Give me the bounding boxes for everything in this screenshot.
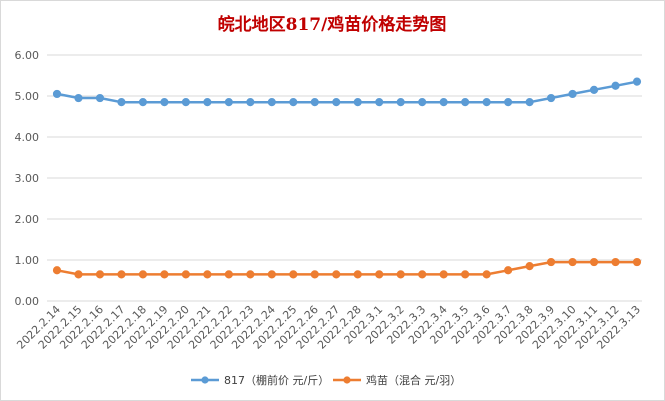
data-point xyxy=(332,270,341,279)
y-tick-label: 5.00 xyxy=(15,90,40,103)
data-point xyxy=(482,270,491,279)
data-point xyxy=(375,98,384,107)
series-layer xyxy=(52,77,642,279)
y-tick-label: 2.00 xyxy=(15,213,40,226)
data-point xyxy=(632,77,642,86)
data-point xyxy=(138,270,148,279)
y-tick-label: 4.00 xyxy=(15,131,40,144)
data-point xyxy=(267,98,276,107)
data-point xyxy=(246,98,255,107)
data-point xyxy=(332,98,341,107)
data-point xyxy=(482,98,491,107)
data-point xyxy=(267,270,276,279)
data-point xyxy=(589,85,599,94)
legend-entry: 鸡苗（混合 元/羽） xyxy=(333,373,461,387)
data-point xyxy=(375,270,384,279)
y-tick-label: 3.00 xyxy=(15,172,40,185)
data-point xyxy=(396,270,405,279)
data-point xyxy=(461,270,470,279)
data-point xyxy=(160,98,169,107)
data-point xyxy=(203,98,212,107)
data-point xyxy=(504,98,513,107)
data-point xyxy=(181,98,190,107)
data-point xyxy=(546,257,556,267)
data-point xyxy=(418,98,427,107)
data-point xyxy=(181,270,190,279)
legend-swatch-marker xyxy=(201,376,209,384)
data-point xyxy=(117,270,126,279)
data-point xyxy=(353,270,362,279)
data-point xyxy=(224,98,233,107)
data-point xyxy=(568,89,577,99)
data-point xyxy=(525,262,534,271)
data-point xyxy=(546,93,556,103)
series-line xyxy=(56,260,637,276)
legend: 817（棚前价 元/斤） 鸡苗（混合 元/羽） xyxy=(191,373,461,387)
data-point xyxy=(74,93,83,103)
chart-title: 皖北地区817/鸡苗价格走势图 xyxy=(218,14,447,35)
data-point xyxy=(525,98,534,107)
y-axis-ticks: 0.00 1.00 2.00 3.00 4.00 5.00 6.00 xyxy=(15,49,40,308)
data-point xyxy=(632,257,642,267)
data-point xyxy=(418,270,427,279)
data-point xyxy=(504,266,513,275)
data-point xyxy=(611,81,620,90)
data-point xyxy=(224,270,233,279)
data-point xyxy=(439,98,448,107)
y-tick-label: 0.00 xyxy=(15,295,40,308)
y-tick-label: 1.00 xyxy=(15,254,40,267)
data-point xyxy=(246,270,255,279)
data-point xyxy=(160,270,169,279)
y-tick-label: 6.00 xyxy=(15,49,40,62)
legend-label: 鸡苗（混合 元/羽） xyxy=(366,373,461,387)
legend-swatch-marker xyxy=(343,376,351,384)
series-2 xyxy=(52,257,642,279)
data-point xyxy=(353,98,362,107)
data-point xyxy=(289,270,298,279)
x-axis-ticks: 2022.2.142022.2.152022.2.162022.2.172022… xyxy=(14,303,643,352)
data-point xyxy=(138,98,148,107)
series-1 xyxy=(52,77,642,107)
data-point xyxy=(52,266,62,275)
data-point xyxy=(439,270,448,279)
gridlines xyxy=(47,54,642,302)
data-point xyxy=(95,270,105,279)
data-point xyxy=(95,93,105,103)
data-point xyxy=(461,98,470,107)
data-point xyxy=(117,98,126,107)
data-point xyxy=(289,98,298,107)
data-point xyxy=(52,89,62,99)
data-point xyxy=(310,98,319,107)
legend-label: 817（棚前价 元/斤） xyxy=(224,373,329,387)
data-point xyxy=(568,257,577,267)
data-point xyxy=(203,270,212,279)
data-point xyxy=(74,270,83,279)
data-point xyxy=(396,98,405,107)
data-point xyxy=(589,257,599,267)
data-point xyxy=(310,270,319,279)
series-line xyxy=(56,80,638,104)
legend-entry: 817（棚前价 元/斤） xyxy=(191,373,329,387)
data-point xyxy=(611,257,620,267)
